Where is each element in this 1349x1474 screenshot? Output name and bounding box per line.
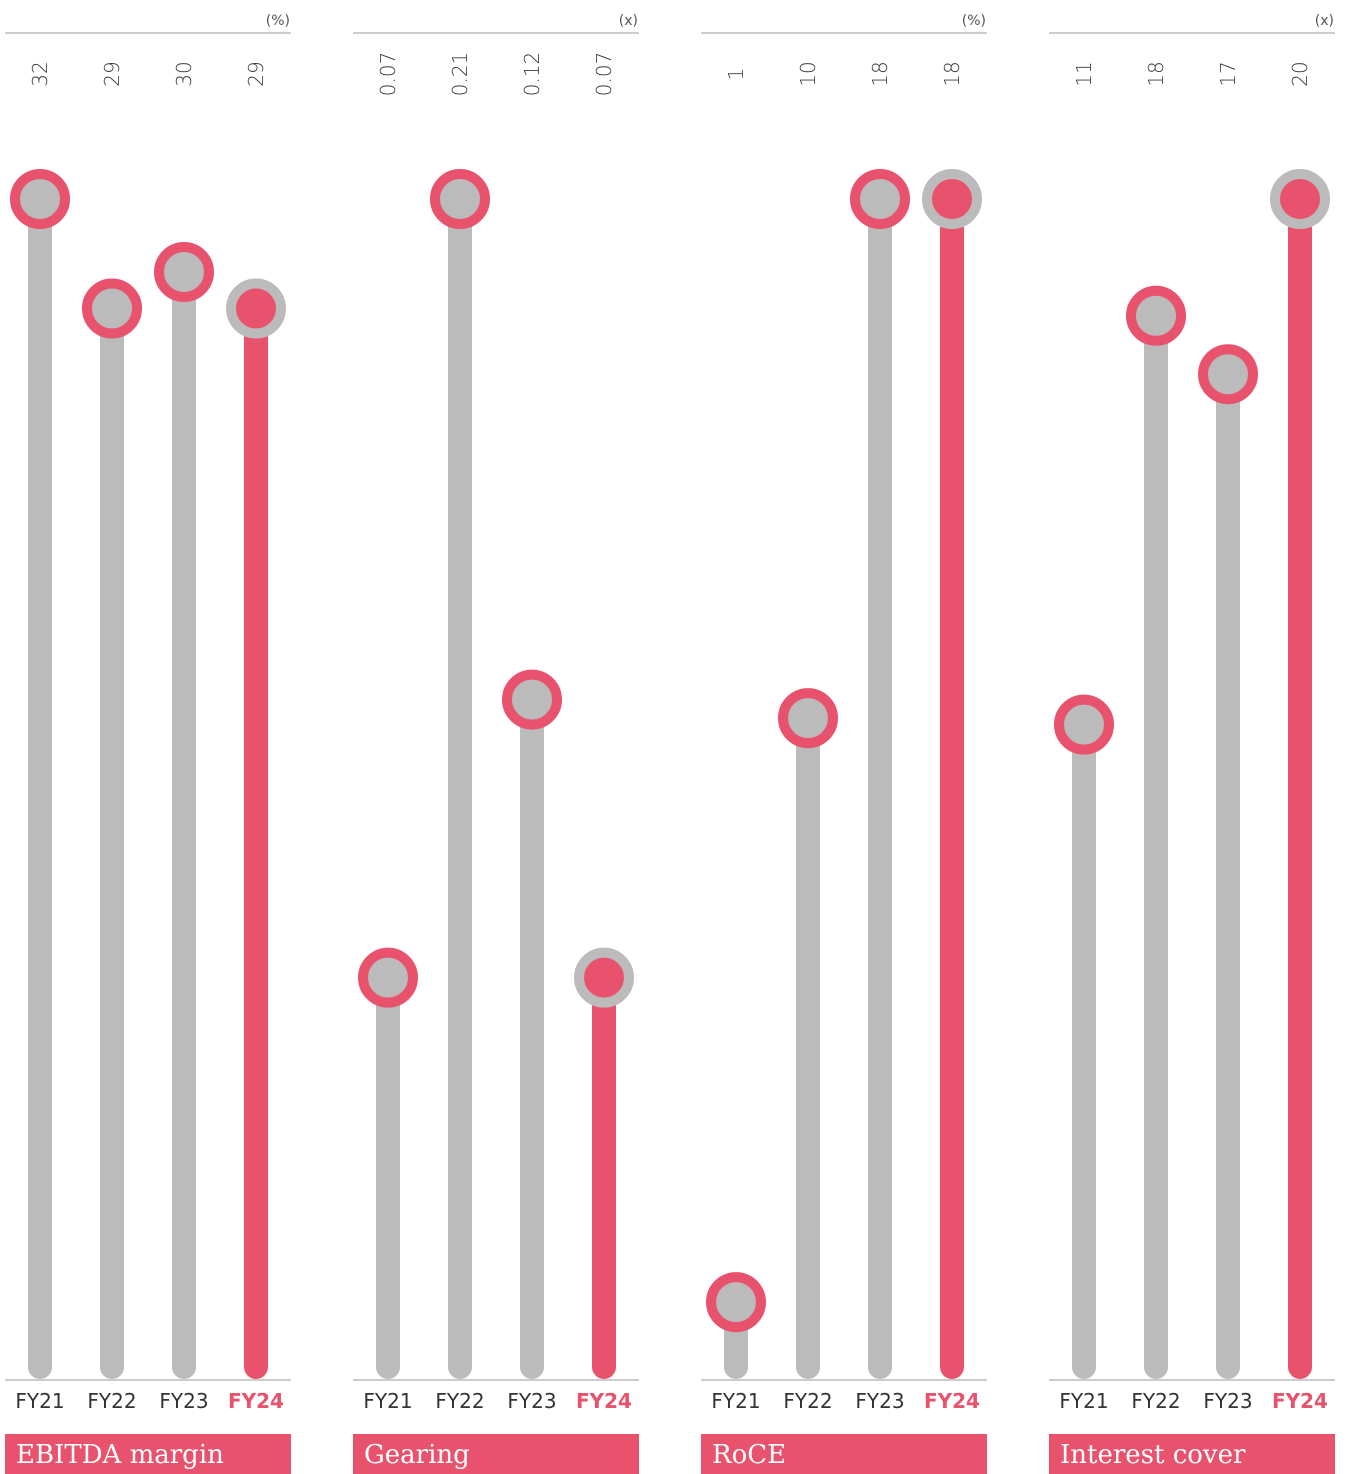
chart-1-point-fy23 — [154, 242, 214, 302]
chart-3-tick-label-fy21: FY21 — [711, 1389, 760, 1413]
chart-3-tick-label-fy22: FY22 — [783, 1389, 832, 1413]
chart-2-tick-label-fy24: FY24 — [576, 1389, 632, 1413]
chart-1-tick-label-fy22: FY22 — [87, 1389, 136, 1413]
chart-3-point-fy24 — [922, 169, 982, 229]
chart-3-value-label-fy22: 10 — [796, 61, 820, 86]
chart-2-tick-label-fy21: FY21 — [363, 1389, 412, 1413]
chart-1-value-label-fy21: 32 — [28, 61, 52, 86]
chart-3-tick-label-fy24: FY24 — [924, 1389, 980, 1413]
chart-4-value-label-fy23: 17 — [1216, 61, 1240, 86]
chart-1-point-fy22 — [82, 278, 142, 339]
chart-4-tick-label-fy21: FY21 — [1059, 1389, 1108, 1413]
chart-2-tick-label-fy23: FY23 — [507, 1389, 556, 1413]
chart-4-value-label-fy24: 20 — [1288, 61, 1312, 86]
chart-2-value-label-fy22: 0.21 — [448, 52, 472, 97]
chart-2-point-fy22 — [430, 169, 490, 229]
chart-4-value-label-fy21: 11 — [1072, 61, 1096, 86]
chart-4-point-fy24 — [1270, 169, 1330, 229]
chart-3-point-fy22 — [778, 688, 838, 749]
chart-1-tick-label-fy23: FY23 — [159, 1389, 208, 1413]
chart-4-unit-label: (x) — [1315, 13, 1334, 29]
chart-1-unit-label: (%) — [266, 13, 290, 29]
chart-2-point-fy24 — [574, 947, 634, 1008]
chart-3-point-fy21 — [706, 1272, 766, 1333]
chart-4-value-label-fy22: 18 — [1144, 61, 1168, 86]
chart-3-point-fy23 — [850, 169, 910, 229]
chart-title-ebitda-margin: EBITDA margin — [5, 1434, 291, 1474]
chart-4-tick-label-fy23: FY23 — [1203, 1389, 1252, 1413]
chart-2-value-label-fy24: 0.07 — [592, 52, 616, 97]
chart-title-roce: RoCE — [701, 1434, 987, 1474]
chart-title-interest-cover: Interest cover — [1049, 1434, 1335, 1474]
chart-4-point-fy23 — [1198, 344, 1258, 405]
chart-1-value-label-fy23: 30 — [172, 61, 196, 86]
chart-4-point-fy21 — [1054, 694, 1114, 755]
chart-1-point-fy24 — [226, 278, 286, 339]
chart-2-point-fy21 — [358, 947, 418, 1008]
chart-2-tick-label-fy22: FY22 — [435, 1389, 484, 1413]
chart-1-tick-label-fy21: FY21 — [15, 1389, 64, 1413]
chart-1-value-label-fy24: 29 — [244, 61, 268, 86]
chart-2-point-fy23 — [502, 669, 562, 730]
chart-4-tick-label-fy22: FY22 — [1131, 1389, 1180, 1413]
chart-3-value-label-fy24: 18 — [940, 61, 964, 86]
chart-1-tick-label-fy24: FY24 — [228, 1389, 284, 1413]
chart-3-value-label-fy23: 18 — [868, 61, 892, 86]
chart-2-value-label-fy23: 0.12 — [520, 52, 544, 97]
chart-2-value-label-fy21: 0.07 — [376, 52, 400, 97]
chart-4-tick-label-fy24: FY24 — [1272, 1389, 1328, 1413]
chart-3-unit-label: (%) — [962, 13, 986, 29]
chart-title-gearing: Gearing — [353, 1434, 639, 1474]
chart-1-point-fy21 — [10, 169, 70, 229]
chart-2-unit-label: (x) — [619, 13, 638, 29]
chart-3-tick-label-fy23: FY23 — [855, 1389, 904, 1413]
chart-1-value-label-fy22: 29 — [100, 61, 124, 86]
chart-3-value-label-fy21: 1 — [724, 68, 748, 81]
chart-4-point-fy22 — [1126, 285, 1186, 346]
